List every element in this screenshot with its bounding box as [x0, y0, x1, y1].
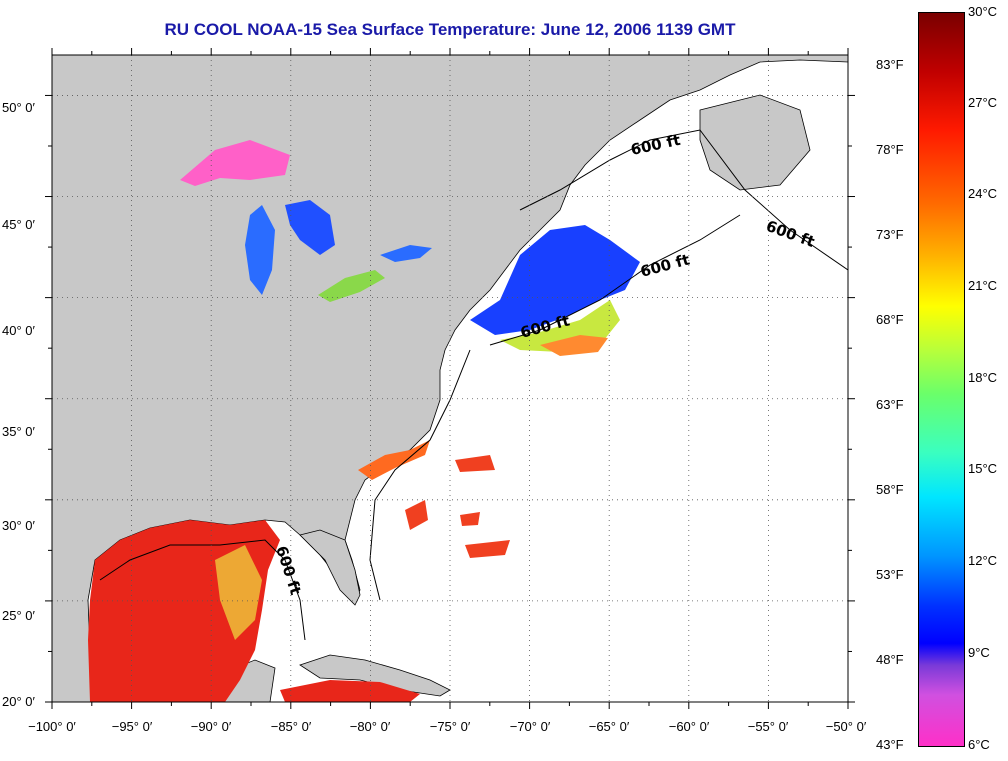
latitude-axis: 20° 0′ 25° 0′ 30° 0′ 35° 0′ 40° 0′ 45° 0… [2, 100, 36, 709]
lake-superior-sst [180, 140, 290, 186]
lon-tick-label: −95° 0′ [112, 719, 153, 734]
offshore-patch-3 [465, 540, 510, 558]
lon-tick-label: −55° 0′ [748, 719, 789, 734]
lake-huron-sst [285, 200, 335, 255]
lat-tick-label: 40° 0′ [2, 323, 36, 338]
lon-tick-label: −80° 0′ [350, 719, 391, 734]
colorbar-celsius-label: 12°C [968, 553, 998, 568]
colorbar-fahrenheit-label: 58°F [876, 482, 904, 497]
caribbean-sst [280, 680, 420, 702]
colorbar-fahrenheit-label: 43°F [876, 737, 904, 752]
offshore-patch-1 [405, 500, 428, 530]
colorbar-fahrenheit-label: 73°F [876, 227, 904, 242]
lake-erie-sst [318, 270, 385, 302]
lon-tick-label: −65° 0′ [589, 719, 630, 734]
lon-tick-label: −70° 0′ [510, 719, 551, 734]
lat-tick-label: 20° 0′ [2, 694, 36, 709]
lon-tick-label: −85° 0′ [271, 719, 312, 734]
colorbar-fahrenheit-label: 53°F [876, 567, 904, 582]
lake-ontario-sst [380, 245, 432, 262]
longitude-axis: −100° 0′ −95° 0′ −90° 0′ −85° 0′ −80° 0′… [28, 719, 867, 734]
isobath-600ft-north [519, 129, 848, 271]
lon-tick-label: −75° 0′ [430, 719, 471, 734]
lake-michigan-sst [245, 205, 275, 295]
colorbar-fahrenheit-label: 48°F [876, 652, 904, 667]
temperature-colorbar [918, 12, 965, 747]
offshore-patch-2 [455, 455, 495, 472]
colorbar-fahrenheit-label: 63°F [876, 397, 904, 412]
lat-tick-label: 45° 0′ [2, 217, 36, 232]
lat-tick-label: 30° 0′ [2, 518, 36, 533]
colorbar-celsius-label: 24°C [968, 186, 998, 201]
offshore-patch-4 [460, 512, 480, 526]
chart-title: RU COOL NOAA-15 Sea Surface Temperature:… [164, 20, 736, 39]
colorbar-celsius-label: 21°C [968, 278, 998, 293]
gulf-yellow-patches [215, 545, 262, 640]
carolina-shelf-sst [358, 440, 430, 480]
lon-tick-label: −100° 0′ [28, 719, 76, 734]
lon-tick-label: −50° 0′ [826, 719, 867, 734]
colorbar-fahrenheit-label: 78°F [876, 142, 904, 157]
lat-tick-label: 25° 0′ [2, 608, 36, 623]
lat-tick-label: 35° 0′ [2, 424, 36, 439]
lat-tick-label: 50° 0′ [2, 100, 36, 115]
axis-ticks [45, 48, 855, 709]
colorbar-celsius-label: 27°C [968, 95, 998, 110]
colorbar-celsius-label: 18°C [968, 370, 998, 385]
gulf-stream-edge-sst [540, 335, 608, 356]
shelf-cold-sst [470, 225, 640, 335]
colorbar-celsius-label: 15°C [968, 461, 998, 476]
colorbar-celsius-label: 9°C [968, 645, 990, 660]
lon-tick-label: −90° 0′ [191, 719, 232, 734]
colorbar-fahrenheit-label: 68°F [876, 312, 904, 327]
isobath-600ft-shelf [489, 214, 741, 346]
isobath-600ft-gulf [99, 539, 306, 641]
colorbar-celsius-label: 6°C [968, 737, 990, 752]
colorbar-fahrenheit-label: 83°F [876, 57, 904, 72]
florida [299, 529, 361, 606]
lon-tick-label: −60° 0′ [669, 719, 710, 734]
colorbar-celsius-label: 30°C [968, 4, 998, 19]
